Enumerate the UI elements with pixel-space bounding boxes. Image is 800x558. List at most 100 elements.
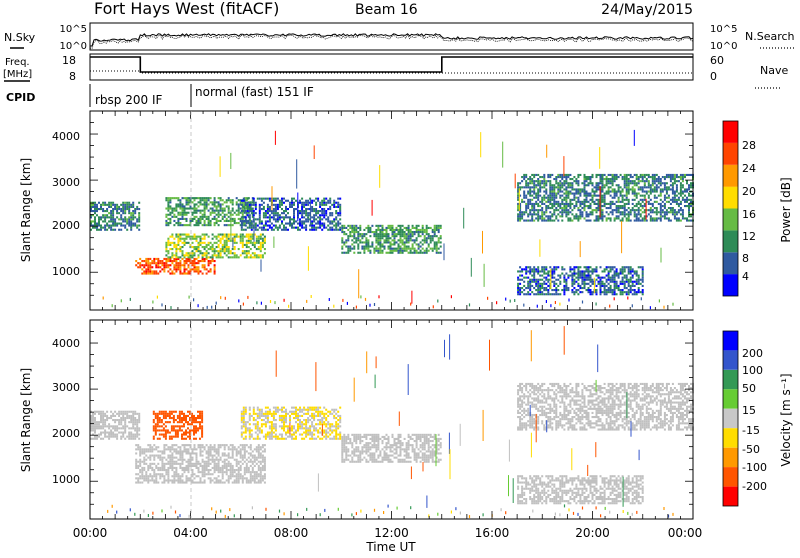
power-echo-cell-6 [563, 182, 565, 184]
velocity-echo-cell-1 [194, 465, 196, 467]
power-echo-cell-6 [602, 180, 604, 182]
power-echo-cell-6 [533, 184, 535, 186]
velocity-echo-cell-1 [153, 469, 155, 471]
power-echo-cell-7 [588, 283, 590, 285]
velocity-echo-cell-1 [182, 455, 184, 457]
velocity-echo-cell-1 [141, 475, 143, 477]
velocity-echo-cell-1 [173, 444, 175, 446]
power-echo-cell-6 [549, 182, 551, 184]
power-echo-cell-4 [303, 220, 305, 222]
power-echo-cell-7 [640, 283, 642, 285]
power-echo-cell-6 [618, 217, 620, 219]
power-echo-cell-5 [379, 229, 381, 231]
power-echo-cell-7 [539, 270, 541, 272]
power-echo-cell-4 [283, 227, 285, 229]
power-echo-cell-2 [208, 248, 210, 250]
power-echo-cell-3 [169, 208, 171, 210]
velocity-echo-cell-0 [118, 423, 120, 425]
power-echo-cell-4 [285, 208, 287, 210]
power-echo-cell-2 [236, 256, 238, 258]
power-echo-cell-6 [561, 207, 563, 209]
power-echo-cell-6 [650, 203, 652, 205]
power-echo-cell-2 [177, 234, 179, 236]
power-noise-cell [523, 304, 524, 307]
power-echo-cell-6 [537, 213, 539, 215]
velocity-echo-cell-1 [155, 475, 157, 477]
power-echo-cell-6 [666, 213, 668, 215]
velocity-echo-cell-1 [200, 463, 202, 465]
power-echo-cell-6 [590, 199, 592, 201]
power-echo-cell-5 [406, 233, 408, 235]
power-echo-cell-2 [228, 240, 230, 242]
velocity-echo-cell-1 [192, 471, 194, 473]
power-echo-cell-6 [616, 209, 618, 211]
power-echo-cell-1 [184, 260, 186, 262]
power-echo-cell-3 [210, 220, 212, 222]
power-noise-cell [284, 299, 285, 302]
power-echo-cell-3 [210, 224, 212, 226]
power-echo-cell-7 [600, 291, 602, 293]
power-echo-cell-6 [553, 191, 555, 193]
power-echo-cell-6 [565, 174, 567, 176]
power-echo-cell-5 [426, 252, 428, 254]
power-echo-cell-1 [159, 266, 161, 268]
power-echo-cell-4 [301, 208, 303, 210]
power-echo-cell-6 [648, 186, 650, 188]
power-echo-cell-3 [238, 214, 240, 216]
power-echo-cell-7 [545, 277, 547, 279]
velocity-echo-cell-1 [230, 469, 232, 471]
velocity-echo-cell-1 [171, 455, 173, 457]
power-echo-cell-2 [262, 238, 264, 240]
power-echo-cell-3 [186, 203, 188, 205]
power-echo-cell-2 [202, 254, 204, 256]
power-echo-cell-1 [143, 264, 145, 266]
power-echo-cell-7 [553, 277, 555, 279]
power-echo-cell-0 [116, 210, 118, 212]
power-echo-cell-1 [163, 268, 165, 270]
power-echo-cell-6 [638, 201, 640, 203]
power-echo-cell-0 [132, 204, 134, 206]
power-echo-cell-2 [179, 238, 181, 240]
power-echo-cell-6 [644, 197, 646, 199]
velocity-echo-cell-0 [98, 413, 100, 415]
power-echo-cell-7 [628, 273, 630, 275]
power-echo-cell-0 [138, 225, 140, 227]
power-echo-cell-2 [224, 246, 226, 248]
velocity-echo-cell-1 [169, 448, 171, 450]
power-streak-cell [546, 145, 547, 158]
power-echo-cell-6 [567, 186, 569, 188]
power-echo-cell-4 [241, 210, 243, 212]
power-echo-cell-6 [571, 209, 573, 211]
power-echo-cell-3 [226, 201, 228, 203]
power-echo-cell-6 [680, 193, 682, 195]
power-echo-cell-7 [525, 268, 527, 270]
power-echo-cell-7 [598, 275, 600, 277]
velocity-echo-cell-0 [102, 417, 104, 419]
power-echo-cell-6 [535, 195, 537, 197]
power-echo-cell-5 [369, 229, 371, 231]
power-echo-cell-2 [210, 248, 212, 250]
velocity-echo-cell-1 [216, 482, 218, 484]
velocity-echo-cell-1 [226, 444, 228, 446]
velocity-echo-cell-1 [212, 448, 214, 450]
velocity-echo-cell-1 [200, 482, 202, 484]
power-echo-cell-4 [279, 200, 281, 202]
power-echo-cell-0 [110, 216, 112, 218]
power-echo-cell-6 [676, 217, 678, 219]
power-echo-cell-6 [575, 201, 577, 203]
power-colorbar-band [723, 274, 738, 296]
power-echo-cell-6 [590, 203, 592, 205]
velocity-echo-cell-1 [145, 471, 147, 473]
power-noise-cell [288, 305, 289, 308]
power-echo-cell-6 [632, 203, 634, 205]
velocity-echo-cell-1 [192, 448, 194, 450]
velocity-echo-cell-1 [210, 448, 212, 450]
power-echo-cell-6 [588, 220, 590, 222]
power-streak-cell [232, 237, 233, 247]
power-echo-cell-7 [616, 285, 618, 287]
velocity-echo-cell-1 [163, 482, 165, 484]
power-echo-cell-1 [194, 264, 196, 266]
power-echo-cell-5 [353, 235, 355, 237]
power-echo-cell-7 [565, 281, 567, 283]
power-echo-cell-5 [414, 241, 416, 243]
